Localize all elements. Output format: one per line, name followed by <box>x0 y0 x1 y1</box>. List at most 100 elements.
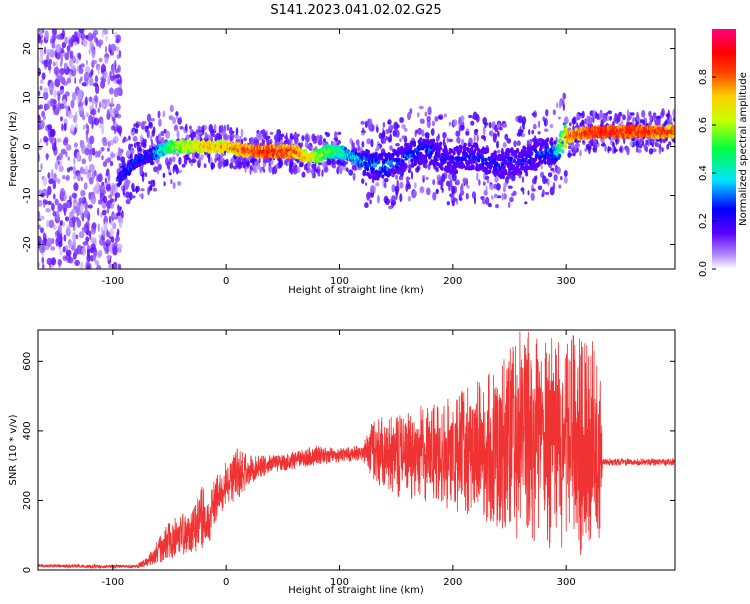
spectrogram-noise-cell <box>78 29 85 34</box>
spectrogram-noise-cell <box>80 63 85 68</box>
spectrogram-noise-cell <box>90 60 95 68</box>
spectrogram-noise-cell <box>38 153 41 163</box>
spectrogram-halo-cell <box>229 135 234 142</box>
spectrogram-halo-cell <box>649 116 653 121</box>
spectrogram-noise-cell <box>38 105 41 110</box>
spectrogram-halo-cell <box>480 196 485 200</box>
spectrogram-noise-cell <box>99 184 106 194</box>
spectrogram-ridge-cell <box>409 143 413 149</box>
spectrogram-halo-cell <box>181 163 186 168</box>
spectrogram-halo-cell <box>382 137 387 144</box>
spectrogram-halo-cell <box>472 111 478 121</box>
spectrogram-halo-cell <box>357 144 360 152</box>
spectrogram-noise-cell <box>93 117 100 126</box>
spectrogram-noise-cell <box>43 87 48 93</box>
spectrogram-noise-cell <box>112 261 118 269</box>
spectrogram-halo-cell <box>516 140 521 146</box>
spectrogram-noise-cell <box>113 117 116 125</box>
spectrogram-noise-cell <box>59 249 63 256</box>
spectrogram-noise-cell <box>38 35 41 44</box>
spectrogram-halo-cell <box>239 135 242 145</box>
spectrogram-ridge-cell <box>437 153 441 159</box>
spectrogram-ridge-cell <box>424 159 428 164</box>
spectrogram-halo-cell <box>563 176 568 184</box>
spectrogram-noise-cell <box>59 103 65 110</box>
spectrogram-ridge-cell <box>550 148 554 154</box>
spectrogram-noise-cell <box>80 76 83 81</box>
spectrogram-halo-cell <box>219 156 223 161</box>
spectrogram-ridge-cell <box>463 142 467 147</box>
spectrogram-halo-cell <box>383 195 389 204</box>
spectrogram-noise-cell <box>56 137 62 143</box>
snr-frame <box>37 329 676 571</box>
spectrogram-ridge-cell <box>463 146 467 152</box>
spectrogram-ridge-cell <box>419 137 423 142</box>
spectrogram-ridge-cell <box>380 152 384 157</box>
spectrogram-halo-cell <box>425 176 429 180</box>
spectrogram-halo-cell <box>562 102 566 111</box>
spectrogram-ridge-cell <box>562 137 567 143</box>
spectrogram-halo-cell <box>301 135 305 142</box>
spectrogram-halo-cell <box>543 128 549 132</box>
spectrogram-ridge-cell <box>437 149 441 154</box>
spectrogram-halo-cell <box>593 138 597 148</box>
spectrogram-halo-cell <box>166 161 171 170</box>
spectrogram-noise-cell <box>59 62 63 67</box>
spectrogram-noise-cell <box>83 182 88 190</box>
snr-data <box>38 331 675 570</box>
spectrogram-halo-cell <box>135 128 139 134</box>
spectrogram-halo-cell <box>293 133 299 142</box>
spectrogram-halo-cell <box>443 142 447 146</box>
spectrogram-halo-cell <box>399 181 404 189</box>
spectrogram-ridge-cell <box>389 159 393 165</box>
spectrogram-ridge-cell <box>352 160 356 165</box>
spectrogram-halo-cell <box>635 140 640 148</box>
spectrogram-noise-cell <box>52 210 57 217</box>
spectrogram-halo-cell <box>579 149 582 157</box>
spectrogram-halo-cell <box>431 120 436 127</box>
snr-y-label: SNR (10 * v/v) <box>8 414 19 485</box>
spectrogram-halo-cell <box>607 145 610 154</box>
spectrogram-noise-cell <box>62 246 66 253</box>
spectrogram-halo-cell <box>432 179 436 186</box>
spectrogram-noise-cell <box>88 48 91 55</box>
spectrogram-noise-cell <box>50 246 56 251</box>
spectrogram-ridge-cell <box>466 161 470 167</box>
spectrogram-halo-cell <box>197 131 203 135</box>
spectrogram-noise-cell <box>38 114 41 124</box>
spectrogram-noise-cell <box>81 226 87 232</box>
spectrogram-halo-cell <box>352 141 355 150</box>
spectrogram-ridge-cell <box>417 146 421 152</box>
spectrogram-halo-cell <box>541 193 544 198</box>
spectrogram-halo-cell <box>432 191 437 201</box>
spectrogram-ridge-cell <box>470 144 474 150</box>
spectrogram-halo-cell <box>289 133 293 139</box>
spectrogram-halo-cell <box>135 185 140 192</box>
spectrogram-halo-cell <box>497 130 500 136</box>
colorbar: 0.0 0.2 0.4 0.6 0.8 Normalized spectral ampl… <box>698 29 749 277</box>
spectrogram-noise-cell <box>41 256 45 264</box>
spectrogram-noise-cell <box>91 171 96 180</box>
spectrogram-ridge-cell <box>502 165 506 170</box>
spectrogram-halo-cell <box>261 128 266 138</box>
spectrogram-noise-cell <box>79 139 83 146</box>
spectrogram-halo-cell <box>301 171 306 178</box>
snr-y-tick-label: 600 <box>22 352 33 371</box>
spectrogram-halo-cell <box>268 165 273 173</box>
spectrogram-halo-cell <box>157 163 162 171</box>
spectrogram-halo-cell <box>146 129 150 139</box>
spectrogram-halo-cell <box>422 175 426 179</box>
spectrogram-ridge-cell <box>410 158 414 163</box>
spectrogram-ridge-cell <box>362 150 366 155</box>
snr-y-tick-label: 200 <box>22 491 33 510</box>
spectrogram-noise-cell <box>81 247 87 256</box>
spectrogram-ridge-cell <box>260 145 264 151</box>
spectrogram-noise-cell <box>94 150 98 158</box>
spectrogram-noise-cell <box>88 149 95 155</box>
snr-x-tick-label: 0 <box>223 577 229 588</box>
spectrogram-noise-cell <box>68 113 74 119</box>
spectrogram-halo-cell <box>265 138 270 143</box>
spectrogram-noise-cell <box>78 105 84 116</box>
spectrogram-noise-cell <box>84 201 88 211</box>
